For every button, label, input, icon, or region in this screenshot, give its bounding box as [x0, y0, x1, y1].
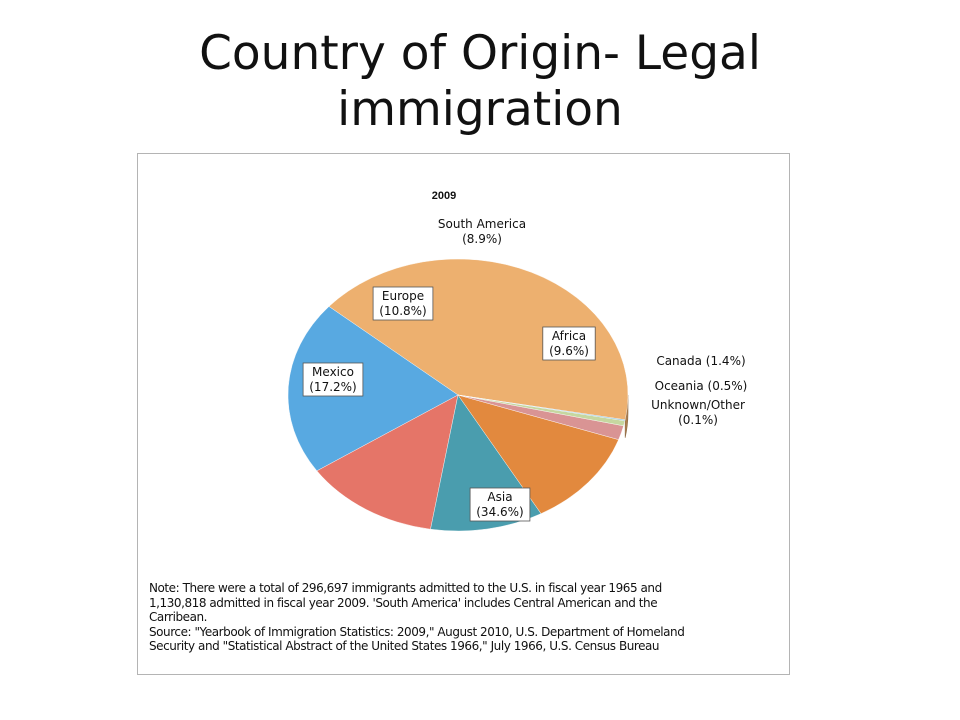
pie-label-asia: Asia(34.6%)	[469, 487, 531, 522]
note-line-5: Security and "Statistical Abstract of th…	[149, 639, 660, 654]
pie-chart: 2009 Asia(34.6%) Mexico(17.2%) Europe(10.8…	[287, 190, 748, 532]
chart-figure: 2009 Asia (34.6%) Mexico (17.2%) Europe (10.8…	[137, 153, 790, 675]
pie-label-oceania: Oceania (0.5%)	[655, 379, 748, 393]
pie-slice-mexico	[287, 306, 459, 472]
slide-title-line-1: Country of Origin- Legal	[199, 26, 761, 81]
pie-label-south-america: South America(8.9%)	[438, 217, 526, 246]
pie-label-percent: (9.6%)	[549, 344, 589, 358]
pie-label-name: Asia	[487, 490, 512, 504]
pie-label-box	[469, 487, 531, 522]
pie-label-name: Europe	[382, 289, 424, 303]
pie-label-name: South America	[438, 217, 526, 231]
pie-label-box	[302, 362, 364, 397]
pie-label-box	[542, 326, 596, 361]
chart-title: 2009	[432, 190, 456, 202]
pie-slice-europe	[316, 394, 459, 530]
pie-label-africa: Africa(9.6%)	[542, 326, 596, 361]
pie-label-percent: (34.6%)	[476, 505, 523, 519]
pie-labels: Asia(34.6%) Mexico(17.2%) Europe(10.8%) Sou…	[302, 217, 748, 522]
pie-label-unknown-other: Unknown/Other(0.1%)	[651, 398, 745, 427]
pie-label-percent: (10.8%)	[379, 304, 426, 318]
pie-label-text: Oceania (0.5%)	[655, 379, 748, 393]
pie-label-europe: Europe(10.8%)	[372, 286, 434, 321]
pie-slice-unknown-other	[457, 394, 626, 422]
pie-label-name: Unknown/Other	[651, 398, 745, 412]
chart-note: Note: There were a total of 296,697 immi…	[149, 581, 779, 654]
slide-title-line-2: immigration	[337, 82, 623, 137]
pie-label-text: Canada (1.4%)	[656, 354, 745, 368]
pie-slice-africa	[457, 394, 619, 514]
pie-label-percent: (8.9%)	[462, 232, 502, 246]
pie-label-name: Mexico	[312, 365, 354, 379]
pie-label-canada: Canada (1.4%)	[656, 354, 745, 368]
slide-title: Country of Origin- Legal immigration	[0, 26, 960, 138]
note-line-3: Carribean.	[149, 610, 207, 625]
note-line-2: 1,130,818 admitted in fiscal year 2009. …	[149, 595, 658, 610]
note-line-4: Source: "Yearbook of Immigration Statist…	[149, 624, 685, 639]
note-line-1: Note: There were a total of 296,697 immi…	[149, 581, 662, 595]
pie-label-percent: (0.1%)	[678, 413, 718, 427]
pie-label-percent: (17.2%)	[309, 380, 356, 394]
pie-label-name: Africa	[552, 329, 586, 343]
pie-label-box	[372, 286, 434, 321]
pie-label-mexico: Mexico(17.2%)	[302, 362, 364, 397]
